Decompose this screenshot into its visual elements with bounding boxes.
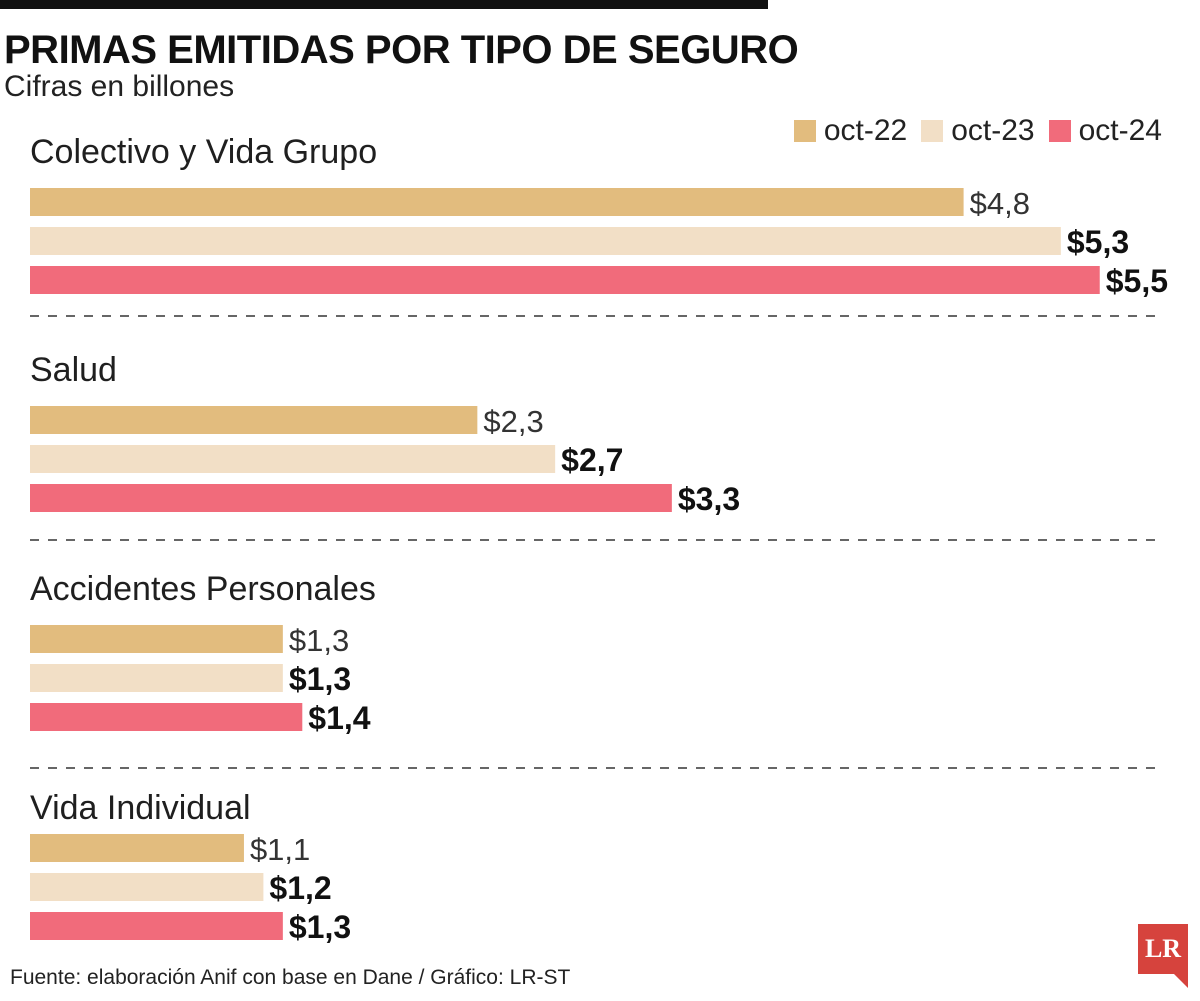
value-label-oct-24: $5,5 (1106, 263, 1168, 299)
bar-oct-24 (30, 484, 672, 512)
value-label-oct-22: $1,1 (250, 832, 310, 867)
value-label-oct-23: $1,3 (289, 661, 351, 697)
bar-oct-23 (30, 873, 264, 901)
category-label: Vida Individual (30, 789, 251, 827)
category-label: Colectivo y Vida Grupo (30, 133, 377, 171)
source-footer: Fuente: elaboración Anif con base en Dan… (10, 966, 571, 989)
lr-logo: LR (1138, 924, 1188, 988)
value-label-oct-22: $1,3 (289, 623, 349, 658)
value-label-oct-23: $2,7 (561, 442, 623, 478)
value-label-oct-24: $1,4 (308, 700, 370, 736)
bar-oct-22 (30, 625, 283, 653)
value-label-oct-22: $4,8 (970, 186, 1030, 221)
value-label-oct-24: $3,3 (678, 481, 740, 517)
top-rule (0, 0, 768, 9)
bar-oct-23 (30, 664, 283, 692)
value-label-oct-23: $5,3 (1067, 224, 1129, 260)
legend-label-oct-22: oct-22 (823, 114, 908, 147)
bar-oct-22 (30, 834, 244, 862)
category-label: Accidentes Personales (30, 570, 376, 608)
legend-swatch-oct-23 (921, 120, 944, 142)
value-label-oct-24: $1,3 (289, 909, 351, 945)
bar-oct-24 (30, 912, 283, 940)
legend-label-oct-24: oct-24 (1078, 114, 1162, 147)
bar-oct-24 (30, 266, 1100, 294)
bar-oct-22 (30, 406, 478, 434)
legend: oct-22 oct-23 oct-24 (793, 114, 1162, 148)
bar-oct-22 (30, 188, 964, 216)
legend-item-oct-24: oct-24 (1048, 114, 1162, 148)
category-label: Salud (30, 351, 117, 389)
value-label-oct-23: $1,2 (269, 870, 331, 906)
bar-oct-24 (30, 703, 303, 731)
bar-oct-23 (30, 445, 556, 473)
chart-subtitle: Cifras en billones (4, 70, 235, 103)
legend-label-oct-23: oct-23 (951, 114, 1035, 147)
bar-oct-23 (30, 227, 1061, 255)
value-label-oct-22: $2,3 (483, 404, 543, 439)
legend-swatch-oct-24 (1048, 120, 1071, 142)
lr-logo-text: LR (1144, 934, 1182, 963)
chart-title: PRIMAS EMITIDAS POR TIPO DE SEGURO (4, 28, 799, 72)
legend-item-oct-22: oct-22 (793, 114, 908, 148)
legend-swatch-oct-22 (793, 120, 816, 142)
legend-item-oct-23: oct-23 (921, 114, 1035, 148)
